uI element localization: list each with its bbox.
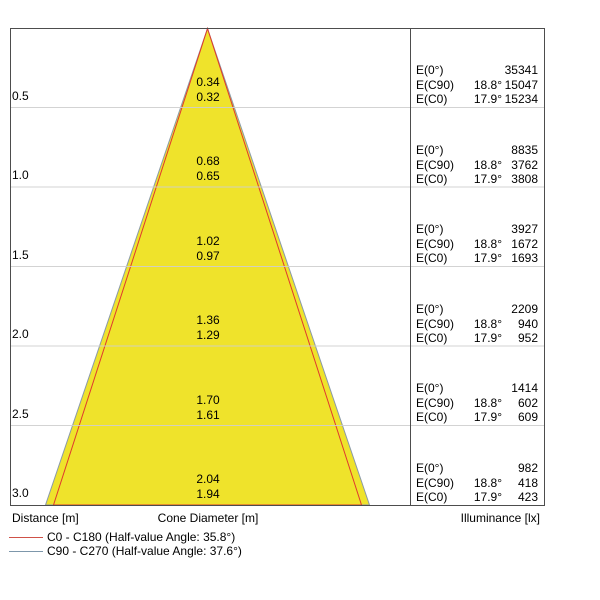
distance-label: 1.0: [12, 168, 29, 182]
ec0-value: 952: [517, 331, 538, 345]
e0-label: E(0°): [416, 143, 444, 157]
ec90-angle: 18.8°: [473, 395, 502, 410]
illuminance-row: E(0°) 3927 E(C90) 18.8° 1672 E(C0) 17.9° 1693: [416, 222, 538, 266]
e0-label: E(0°): [416, 461, 444, 475]
grid-lines: [11, 107, 544, 426]
ec90-value: 418: [517, 475, 538, 490]
illuminance-row: E(0°) 1414 E(C90) 18.8° 602 E(C0) 17.9° 609: [416, 381, 538, 425]
diameter-c0: 1.29: [196, 328, 220, 342]
ec90-value: 940: [517, 316, 538, 331]
e0-value: 8835: [511, 143, 538, 157]
e0-angle: [462, 381, 502, 396]
ec90-angle: 18.8°: [473, 236, 502, 251]
e0-angle: [462, 63, 502, 78]
ec0-value: 1693: [511, 251, 538, 265]
diameter-c0: 0.97: [196, 249, 220, 263]
cone-diameter-values: 0.68 0.65: [196, 154, 219, 184]
illuminance-row: E(0°) 8835 E(C90) 18.8° 3762 E(C0) 17.9° 3808: [416, 143, 538, 187]
legend-label-c0-c180: C0 - C180 (Half-value Angle: 35.8°): [47, 530, 236, 544]
ec0-angle: 17.9°: [473, 172, 502, 186]
cone-diameter-axis-label: Cone Diameter [m]: [157, 511, 259, 525]
illuminance-axis-label: Illuminance [lx]: [460, 511, 540, 525]
distance-label: 0.5: [12, 89, 29, 103]
ec90-label: E(C90): [416, 157, 455, 172]
distance-label: 2.0: [12, 327, 29, 341]
diameter-c0: 1.61: [196, 408, 220, 422]
ec0-label: E(C0): [416, 490, 448, 504]
distance-label: 2.5: [12, 407, 29, 421]
diameter-c90: 0.68: [196, 154, 220, 168]
diameter-c90: 1.36: [196, 313, 220, 327]
ec0-angle: 17.9°: [473, 490, 502, 504]
ec90-angle: 18.8°: [473, 316, 502, 331]
illuminance-row: E(0°) 982 E(C90) 18.8° 418 E(C0) 17.9° 423: [416, 461, 538, 505]
illuminance-row: E(0°) 2209 E(C90) 18.8° 940 E(C0) 17.9° 952: [416, 302, 538, 346]
ec0-value: 609: [517, 410, 538, 424]
ec90-value: 1672: [511, 236, 538, 251]
diameter-c0: 1.94: [196, 487, 220, 501]
distance-label: 1.5: [12, 248, 29, 262]
ec90-label: E(C90): [416, 475, 455, 490]
ec0-value: 15234: [504, 92, 538, 106]
diameter-c0: 0.32: [196, 90, 220, 104]
legend-line-c0-c180: [9, 537, 43, 538]
ec90-label: E(C90): [416, 316, 455, 331]
ec90-value: 15047: [504, 77, 538, 92]
ec0-label: E(C0): [416, 331, 448, 345]
ec90-label: E(C90): [416, 236, 455, 251]
legend-line-c90-c270: [9, 551, 43, 552]
ec0-angle: 17.9°: [473, 251, 502, 265]
ec0-label: E(C0): [416, 410, 448, 424]
e0-angle: [462, 222, 502, 237]
e0-label: E(0°): [416, 63, 444, 77]
e0-value: 3927: [511, 222, 538, 236]
diameter-c0: 0.65: [196, 169, 220, 183]
e0-value: 2209: [511, 302, 538, 316]
cone-diameter-values: 0.34 0.32: [196, 75, 219, 105]
e0-angle: [462, 302, 502, 317]
e0-value: 35341: [504, 63, 538, 77]
cone-diameter-values: 1.70 1.61: [196, 393, 219, 423]
cone-diameter-values: 1.02 0.97: [196, 234, 219, 264]
ec90-angle: 18.8°: [473, 77, 502, 92]
diameter-c90: 0.34: [196, 75, 220, 89]
distance-axis-label: Distance [m]: [12, 511, 79, 525]
ec90-value: 602: [517, 395, 538, 410]
ec0-value: 3808: [511, 172, 538, 186]
ec0-value: 423: [517, 490, 538, 504]
e0-value: 1414: [511, 381, 538, 395]
e0-label: E(0°): [416, 381, 444, 395]
e0-value: 982: [517, 461, 538, 475]
illuminance-row: E(0°) 35341 E(C90) 18.8° 15047 E(C0) 17.9° 15…: [416, 63, 538, 107]
ec0-angle: 17.9°: [473, 92, 502, 106]
ec0-label: E(C0): [416, 251, 448, 265]
ec90-label: E(C90): [416, 395, 455, 410]
diameter-c90: 2.04: [196, 472, 220, 486]
distance-label: 3.0: [12, 486, 29, 500]
ec0-label: E(C0): [416, 92, 448, 106]
diagram-border: [10, 28, 545, 506]
cone-diameter-values: 1.36 1.29: [196, 313, 219, 343]
diameter-c90: 1.70: [196, 393, 220, 407]
ec90-angle: 18.8°: [473, 157, 502, 172]
ec0-angle: 17.9°: [473, 331, 502, 345]
legend-label-c90-c270: C90 - C270 (Half-value Angle: 37.6°): [47, 544, 242, 558]
ec0-angle: 17.9°: [473, 410, 502, 424]
diameter-c90: 1.02: [196, 234, 220, 248]
cone-diameter-values: 2.04 1.94: [196, 472, 219, 502]
e0-label: E(0°): [416, 302, 444, 316]
e0-angle: [462, 461, 502, 476]
ec90-value: 3762: [511, 157, 538, 172]
e0-angle: [462, 143, 502, 158]
ec0-label: E(C0): [416, 172, 448, 186]
ec90-angle: 18.8°: [473, 475, 502, 490]
ec90-label: E(C90): [416, 77, 455, 92]
e0-label: E(0°): [416, 222, 444, 236]
